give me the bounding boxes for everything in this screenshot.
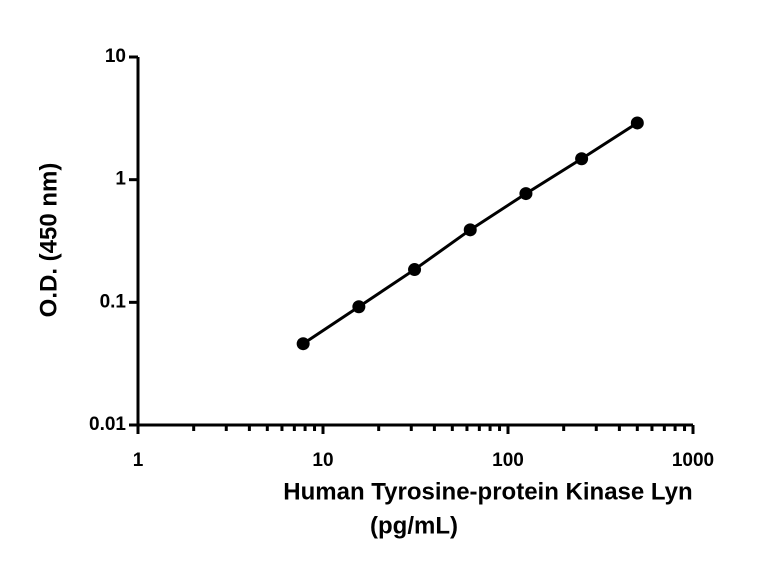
point <box>630 116 644 130</box>
point <box>408 263 422 277</box>
x-tick-label: 10 <box>312 450 333 471</box>
y-tick-label: 0.1 <box>100 291 127 312</box>
point <box>575 152 589 166</box>
y-tick-label: 1 <box>115 169 126 190</box>
x-axis-label: (pg/mL) <box>370 512 458 539</box>
y-tick-label: 10 <box>105 46 126 67</box>
point <box>296 337 310 351</box>
point <box>519 187 533 201</box>
point <box>352 300 366 314</box>
x-tick-label: 1 <box>133 450 144 471</box>
x-tick-label: 1000 <box>672 450 714 471</box>
y-tick-label: 0.01 <box>89 414 126 435</box>
x-tick-label: 100 <box>492 450 524 471</box>
y-axis-label: O.D. (450 nm) <box>35 163 62 318</box>
x-axis-label: Human Tyrosine-protein Kinase Lyn <box>283 478 692 505</box>
point <box>463 223 477 237</box>
